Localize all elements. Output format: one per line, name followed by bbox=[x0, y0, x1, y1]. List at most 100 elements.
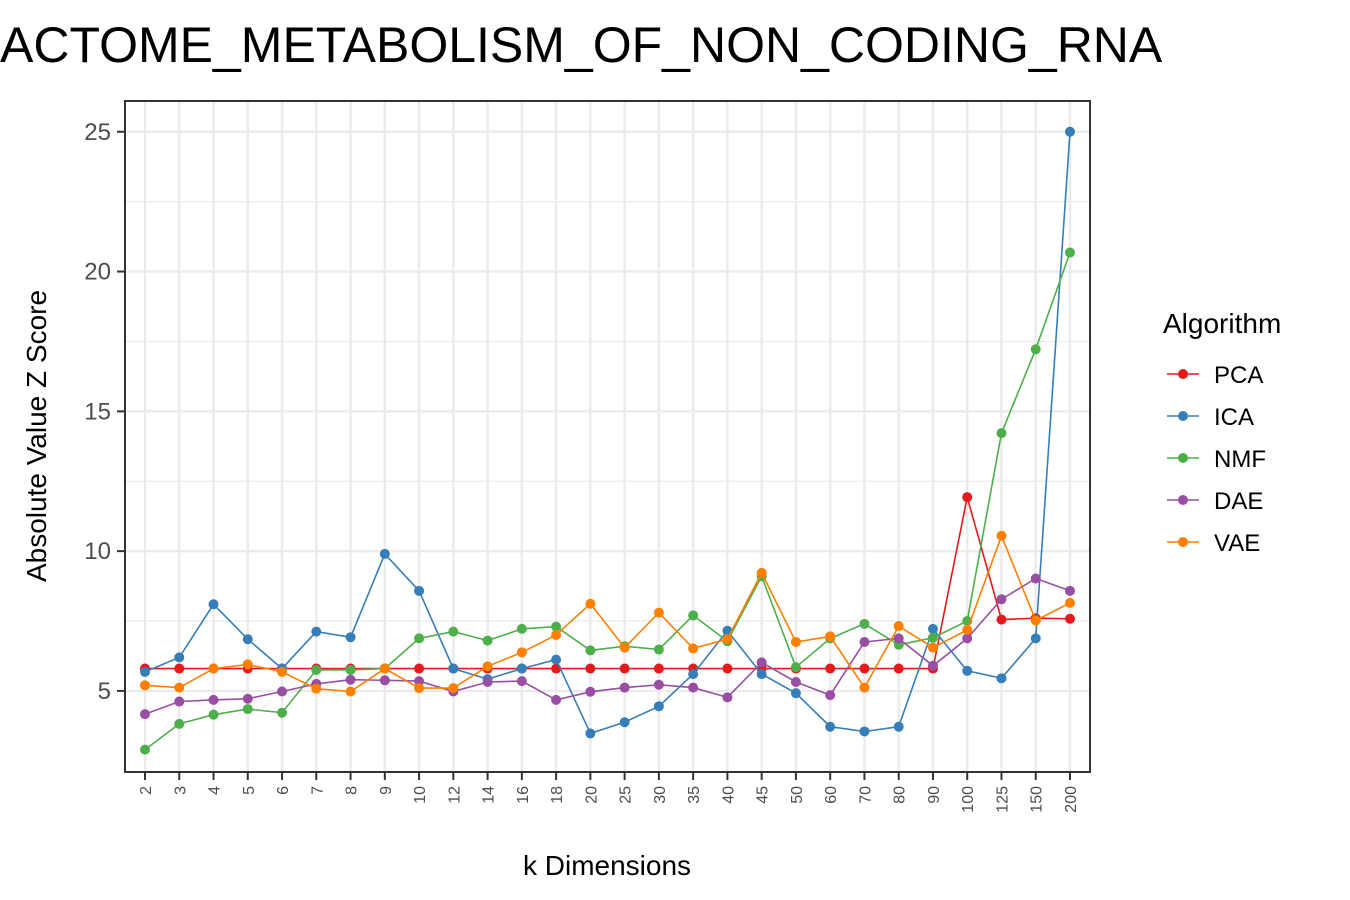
data-point-ica bbox=[414, 585, 425, 596]
data-point-ica bbox=[962, 665, 973, 676]
y-tick-label: 10 bbox=[84, 538, 111, 565]
data-point-ica bbox=[448, 663, 459, 674]
x-tick-label: 70 bbox=[857, 786, 874, 804]
data-point-dae bbox=[790, 676, 801, 687]
data-point-nmf bbox=[585, 645, 596, 656]
data-point-vae bbox=[277, 666, 288, 677]
legend-key-point bbox=[1178, 537, 1188, 547]
data-point-dae bbox=[482, 676, 493, 687]
data-point-nmf bbox=[311, 664, 322, 675]
data-point-pca bbox=[174, 663, 185, 674]
grid-lines bbox=[125, 101, 1090, 772]
x-tick-label: 90 bbox=[926, 786, 943, 804]
data-point-ica bbox=[311, 626, 322, 637]
x-tick-label: 30 bbox=[652, 786, 669, 804]
data-point-dae bbox=[277, 686, 288, 697]
data-point-ica bbox=[242, 634, 253, 645]
data-point-vae bbox=[1065, 597, 1075, 608]
legend-item-dae: DAE bbox=[1167, 488, 1263, 515]
data-point-pca bbox=[996, 614, 1007, 625]
x-tick-label: 16 bbox=[515, 786, 532, 804]
series-ica bbox=[140, 126, 1075, 739]
data-point-ica bbox=[790, 688, 801, 699]
data-point-ica bbox=[927, 623, 938, 634]
legend-item-pca: PCA bbox=[1167, 362, 1263, 389]
x-tick-label: 125 bbox=[994, 786, 1011, 813]
data-point-nmf bbox=[551, 621, 562, 632]
data-point-dae bbox=[551, 694, 562, 705]
y-tick-label: 5 bbox=[98, 678, 111, 705]
legend-label: NMF bbox=[1214, 446, 1266, 473]
data-point-vae bbox=[825, 631, 836, 642]
series-line-ica bbox=[144, 131, 1071, 735]
plot-panel-border bbox=[124, 100, 1091, 773]
data-point-vae bbox=[585, 598, 596, 609]
data-point-pca bbox=[653, 663, 664, 674]
data-point-dae bbox=[585, 686, 596, 697]
y-axis: 5 10 15 20 25 bbox=[84, 119, 125, 705]
data-point-vae bbox=[311, 683, 322, 694]
data-point-dae bbox=[414, 676, 425, 687]
x-tick-label: 100 bbox=[960, 786, 977, 813]
data-point-vae bbox=[174, 682, 185, 693]
data-point-nmf bbox=[414, 633, 425, 644]
x-tick-label: 60 bbox=[823, 786, 840, 804]
x-tick-label: 20 bbox=[583, 786, 600, 804]
data-point-ica bbox=[551, 654, 562, 665]
x-tick-label: 50 bbox=[789, 786, 806, 804]
data-point-ica bbox=[1065, 126, 1075, 137]
x-tick-label: 7 bbox=[309, 786, 326, 795]
x-axis-label: k Dimensions bbox=[523, 850, 691, 881]
data-point-vae bbox=[688, 643, 699, 654]
y-tick-label: 20 bbox=[84, 259, 111, 286]
data-point-dae bbox=[516, 676, 527, 687]
data-point-nmf bbox=[790, 662, 801, 673]
data-point-pca bbox=[962, 492, 973, 503]
data-point-vae bbox=[208, 663, 219, 674]
data-point-ica bbox=[208, 599, 219, 610]
data-point-nmf bbox=[448, 626, 459, 637]
data-point-vae bbox=[619, 642, 630, 653]
data-point-dae bbox=[242, 693, 253, 704]
data-point-pca bbox=[722, 663, 733, 674]
data-point-dae bbox=[1065, 585, 1075, 596]
data-point-nmf bbox=[859, 618, 870, 629]
legend-item-vae: VAE bbox=[1167, 530, 1260, 557]
data-point-ica bbox=[174, 652, 185, 663]
data-point-pca bbox=[414, 663, 425, 674]
data-point-ica bbox=[345, 632, 356, 643]
x-tick-label: 200 bbox=[1063, 786, 1080, 813]
data-point-dae bbox=[619, 682, 630, 693]
data-point-ica bbox=[619, 717, 630, 728]
series-layer bbox=[140, 126, 1075, 755]
legend-item-nmf: NMF bbox=[1167, 446, 1266, 473]
series-dae bbox=[140, 573, 1075, 720]
data-point-vae bbox=[756, 567, 767, 578]
x-tick-label: 40 bbox=[720, 786, 737, 804]
x-tick-label: 18 bbox=[549, 786, 566, 804]
data-point-dae bbox=[859, 636, 870, 647]
data-point-ica bbox=[585, 728, 596, 739]
data-point-vae bbox=[790, 636, 801, 647]
x-tick-label: 4 bbox=[207, 786, 224, 795]
data-point-dae bbox=[140, 709, 150, 720]
y-tick-label: 25 bbox=[84, 119, 111, 146]
data-point-ica bbox=[825, 721, 836, 732]
data-point-vae bbox=[653, 607, 664, 618]
data-point-ica bbox=[859, 726, 870, 737]
data-point-vae bbox=[1030, 615, 1041, 626]
x-tick-label: 9 bbox=[378, 786, 395, 795]
data-point-vae bbox=[722, 634, 733, 645]
data-point-dae bbox=[996, 594, 1007, 605]
x-tick-label: 14 bbox=[481, 786, 498, 804]
data-point-vae bbox=[448, 683, 459, 694]
data-point-ica bbox=[379, 548, 390, 559]
series-line-nmf bbox=[144, 252, 1071, 751]
x-tick-label: 150 bbox=[1029, 786, 1046, 813]
data-point-dae bbox=[1030, 573, 1041, 584]
data-point-vae bbox=[242, 659, 253, 670]
data-point-nmf bbox=[516, 623, 527, 634]
data-point-ica bbox=[996, 673, 1007, 684]
data-point-vae bbox=[482, 661, 493, 672]
